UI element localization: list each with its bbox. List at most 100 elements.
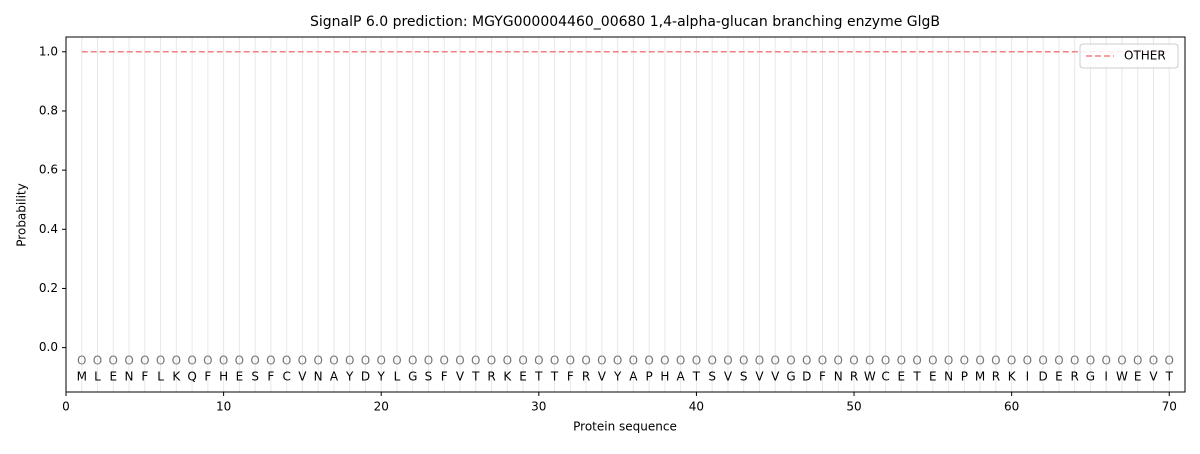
x-tick-label: 40 xyxy=(689,400,704,414)
residue-label: N xyxy=(125,370,134,384)
residue-label: K xyxy=(172,370,181,384)
region-label: O xyxy=(1086,354,1095,368)
residue-label: S xyxy=(740,370,748,384)
residue-label: N xyxy=(834,370,843,384)
residue-label: F xyxy=(819,370,826,384)
region-label: O xyxy=(1101,354,1110,368)
residue-label: C xyxy=(881,370,889,384)
residue-label: K xyxy=(1008,370,1017,384)
residue-label: T xyxy=(1165,370,1174,384)
residue-label: V xyxy=(598,370,607,384)
region-label: O xyxy=(692,354,701,368)
residue-label: P xyxy=(646,370,653,384)
residue-label: L xyxy=(157,370,164,384)
y-tick-label: 1.0 xyxy=(39,44,58,58)
residue-label: E xyxy=(1134,370,1142,384)
region-label: O xyxy=(818,354,827,368)
region-label: O xyxy=(975,354,984,368)
residue-label: G xyxy=(786,370,795,384)
region-label: O xyxy=(471,354,480,368)
residue-label: Y xyxy=(345,370,354,384)
region-label: O xyxy=(550,354,559,368)
residue-label: A xyxy=(629,370,638,384)
residue-label: T xyxy=(550,370,559,384)
region-label: O xyxy=(786,354,795,368)
region-label: O xyxy=(613,354,622,368)
residue-label: A xyxy=(677,370,686,384)
plot-frame xyxy=(65,36,1186,393)
region-label: O xyxy=(1070,354,1079,368)
residue-label: C xyxy=(282,370,290,384)
residue-label: T xyxy=(912,370,921,384)
region-label: O xyxy=(944,354,953,368)
residue-label: H xyxy=(219,370,228,384)
region-label: O xyxy=(518,354,527,368)
y-axis-label: Probability xyxy=(15,183,29,246)
x-axis-label: Protein sequence xyxy=(573,420,677,434)
y-tick-label: 0.8 xyxy=(39,103,58,117)
residue-label: F xyxy=(141,370,148,384)
residue-label: P xyxy=(961,370,968,384)
region-label: O xyxy=(707,354,716,368)
residue-label: N xyxy=(944,370,953,384)
residue-label: V xyxy=(298,370,307,384)
region-label: O xyxy=(597,354,606,368)
residue-label: V xyxy=(1149,370,1158,384)
region-label: O xyxy=(739,354,748,368)
residue-label: R xyxy=(1071,370,1079,384)
residue-label: M xyxy=(975,370,985,384)
region-label: O xyxy=(629,354,638,368)
residue-label: L xyxy=(394,370,401,384)
region-label: O xyxy=(124,354,133,368)
region-label: O xyxy=(93,354,102,368)
region-label: O xyxy=(881,354,890,368)
residue-label: F xyxy=(267,370,274,384)
x-tick-label: 0 xyxy=(62,400,70,414)
region-label: O xyxy=(266,354,275,368)
residue-label: F xyxy=(441,370,448,384)
residue-label: R xyxy=(850,370,858,384)
region-label: O xyxy=(834,354,843,368)
region-label: O xyxy=(1038,354,1047,368)
region-label: O xyxy=(1165,354,1174,368)
residue-label: D xyxy=(802,370,811,384)
region-label: O xyxy=(282,354,291,368)
region-label: O xyxy=(172,354,181,368)
residue-label: V xyxy=(456,370,465,384)
region-label: O xyxy=(1023,354,1032,368)
region-label: O xyxy=(298,354,307,368)
residue-label: L xyxy=(94,370,101,384)
region-label: O xyxy=(676,354,685,368)
chart-title: SignalP 6.0 prediction: MGYG000004460_00… xyxy=(310,14,940,30)
region-label: O xyxy=(912,354,921,368)
x-tick-label: 60 xyxy=(1004,400,1019,414)
residue-label: F xyxy=(567,370,574,384)
region-label: O xyxy=(581,354,590,368)
legend-box xyxy=(1079,43,1179,69)
residue-label: R xyxy=(582,370,590,384)
residue-label: E xyxy=(519,370,527,384)
residue-label: R xyxy=(487,370,495,384)
region-label: O xyxy=(865,354,874,368)
residue-label: F xyxy=(204,370,211,384)
residue-label: T xyxy=(692,370,701,384)
region-label: O xyxy=(566,354,575,368)
x-tick-label: 30 xyxy=(531,400,546,414)
region-label: O xyxy=(140,354,149,368)
region-label: O xyxy=(376,354,385,368)
residue-label: I xyxy=(1026,370,1030,384)
residue-label: G xyxy=(1086,370,1095,384)
region-label: O xyxy=(250,354,259,368)
region-label: O xyxy=(960,354,969,368)
region-label: O xyxy=(345,354,354,368)
residue-label: D xyxy=(361,370,370,384)
region-label: O xyxy=(361,354,370,368)
region-label: O xyxy=(897,354,906,368)
legend-label: OTHER xyxy=(1124,49,1166,63)
region-label: O xyxy=(203,354,212,368)
x-tick-label: 10 xyxy=(216,400,231,414)
residue-label: E xyxy=(236,370,244,384)
region-label: O xyxy=(534,354,543,368)
region-label: O xyxy=(991,354,1000,368)
